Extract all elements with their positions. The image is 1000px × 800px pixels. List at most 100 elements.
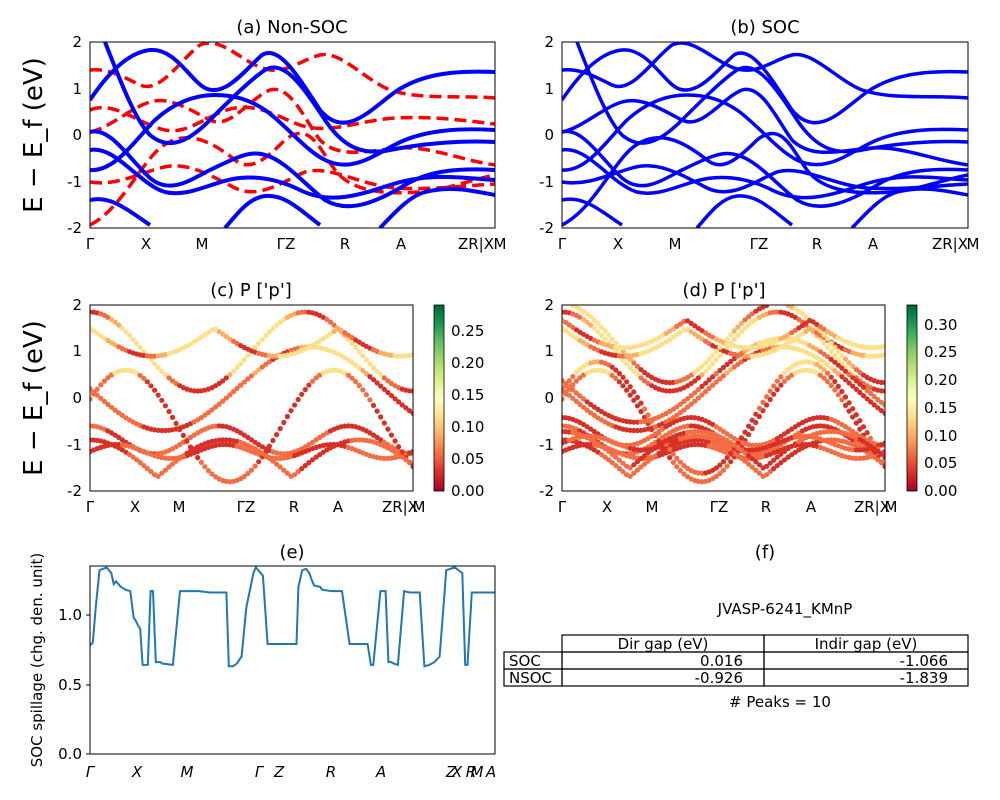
band-point: [166, 375, 172, 381]
band-point: [245, 470, 251, 477]
colorbar-c-tick: 0.20: [451, 354, 484, 372]
band-point: [875, 457, 881, 463]
band-point: [374, 408, 380, 414]
band-point: [875, 448, 881, 454]
band-point: [119, 325, 125, 331]
band-point: [130, 454, 136, 460]
band-point: [746, 447, 752, 453]
band-point: [692, 378, 698, 384]
band-point: [638, 367, 644, 373]
band-point: [746, 322, 752, 328]
band-point: [713, 379, 719, 385]
band-point: [563, 383, 569, 389]
band-point: [728, 358, 734, 365]
band-point: [649, 447, 655, 453]
band-point: [580, 316, 587, 323]
band-point: [825, 362, 831, 368]
band-point: [735, 332, 741, 338]
band-point: [713, 473, 719, 479]
band-point: [738, 447, 745, 453]
band-point: [388, 432, 395, 438]
band-point: [821, 367, 827, 373]
band-point: [105, 375, 111, 381]
band-point: [781, 378, 788, 384]
panel-e-xtick: A: [375, 763, 386, 781]
band-point: [137, 460, 143, 466]
band-point: [381, 420, 387, 426]
band-point: [652, 424, 658, 430]
band-point: [277, 464, 283, 470]
band-point: [410, 410, 413, 416]
panel-a-ytick: 0: [72, 126, 82, 144]
panel-d-title: (d) P ['p']: [682, 280, 765, 301]
band-point: [309, 378, 316, 384]
band-point: [842, 402, 849, 408]
band-point: [832, 344, 838, 350]
panel-a-title: (a) Non-SOC: [236, 17, 347, 38]
band-point: [717, 470, 723, 477]
band-point: [681, 398, 687, 405]
band-point: [685, 396, 691, 402]
band-point: [631, 427, 637, 434]
band-point: [227, 392, 233, 398]
band-point: [882, 380, 885, 386]
band-point: [706, 377, 712, 383]
band-point: [850, 383, 856, 389]
band-point: [825, 336, 831, 342]
band-point: [324, 316, 330, 323]
band-point: [584, 319, 590, 325]
band-point: [624, 352, 630, 358]
panel-c-ytick: 1: [72, 342, 82, 360]
band-point: [588, 410, 594, 416]
band-point: [796, 308, 802, 314]
band-point: [746, 423, 752, 429]
band-point: [703, 389, 709, 395]
band-point: [367, 397, 373, 403]
table-cell: -0.926: [695, 669, 743, 687]
band-point: [606, 448, 612, 454]
panel-d-xtick: M: [646, 498, 659, 516]
band-point: [624, 379, 630, 385]
band-point: [878, 408, 885, 414]
soc-band-solid: [103, 42, 495, 154]
soc-band-solid: [562, 131, 968, 227]
band-point: [728, 367, 734, 373]
band-point: [724, 463, 730, 469]
panel-d-xtick: X: [602, 498, 612, 516]
band-point: [717, 344, 723, 350]
panel-c-xtick: ZR|X: [382, 498, 418, 516]
band-point: [677, 321, 684, 327]
band-point: [835, 348, 841, 354]
band-point: [627, 384, 633, 390]
band-point: [767, 388, 773, 394]
band-point: [882, 463, 885, 469]
band-point: [616, 370, 623, 377]
band-point: [148, 353, 154, 359]
panel-b-title: (b) SOC: [730, 17, 799, 38]
band-point: [613, 463, 619, 469]
band-point: [645, 458, 651, 464]
band-point: [209, 471, 215, 477]
band-point: [374, 380, 380, 386]
band-point: [616, 466, 623, 472]
band-point: [695, 375, 702, 381]
band-point: [266, 443, 272, 449]
band-point: [720, 467, 727, 473]
band-point: [184, 438, 190, 444]
band-point: [166, 464, 172, 470]
panel-a-ytick: -1: [67, 173, 82, 191]
band-point: [141, 463, 147, 469]
band-point: [828, 374, 834, 380]
band-point: [706, 385, 712, 391]
band-point: [699, 363, 705, 369]
band-point: [173, 458, 179, 464]
band-point: [602, 454, 608, 460]
band-point: [832, 378, 838, 385]
band-point: [148, 383, 154, 389]
band-point: [169, 414, 176, 420]
band-point: [105, 401, 111, 407]
band-point: [580, 404, 587, 410]
band-point: [94, 386, 100, 392]
panel-d-ytick: -2: [539, 482, 554, 500]
band-point: [634, 372, 641, 378]
